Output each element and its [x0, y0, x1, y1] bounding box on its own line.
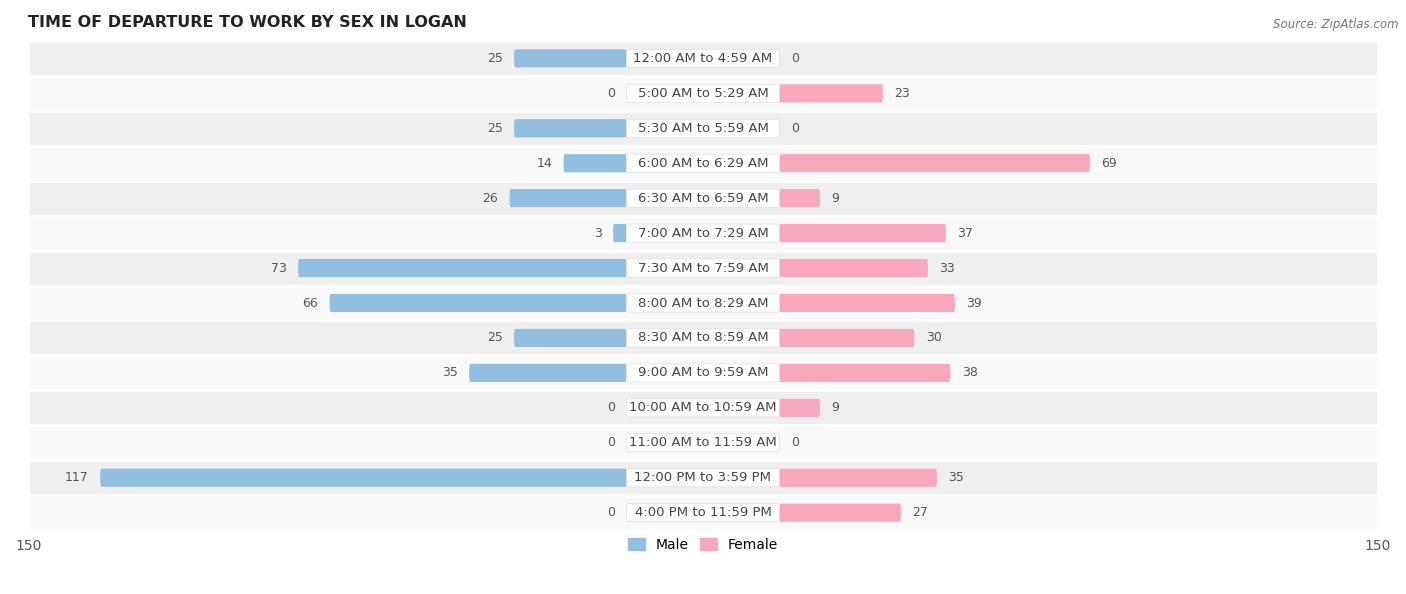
Text: 38: 38: [962, 366, 977, 380]
Text: 5:30 AM to 5:59 AM: 5:30 AM to 5:59 AM: [637, 122, 769, 135]
Text: 35: 35: [948, 471, 965, 484]
Text: 37: 37: [957, 226, 973, 239]
Text: 4:00 PM to 11:59 PM: 4:00 PM to 11:59 PM: [634, 506, 772, 519]
Bar: [28, 251, 1378, 286]
Legend: Male, Female: Male, Female: [623, 532, 783, 558]
Text: 25: 25: [486, 331, 503, 345]
Text: 6:30 AM to 6:59 AM: 6:30 AM to 6:59 AM: [638, 192, 768, 205]
Text: 10:00 AM to 10:59 AM: 10:00 AM to 10:59 AM: [630, 402, 776, 415]
Bar: [28, 355, 1378, 390]
Text: 117: 117: [65, 471, 89, 484]
Bar: [28, 425, 1378, 460]
FancyBboxPatch shape: [515, 329, 627, 347]
Text: 66: 66: [302, 296, 318, 309]
Text: 26: 26: [482, 192, 498, 205]
FancyBboxPatch shape: [627, 504, 779, 522]
Bar: [28, 41, 1378, 76]
Text: 5:00 AM to 5:29 AM: 5:00 AM to 5:29 AM: [638, 87, 768, 100]
Text: 35: 35: [441, 366, 458, 380]
FancyBboxPatch shape: [627, 84, 779, 102]
FancyBboxPatch shape: [779, 154, 1090, 172]
FancyBboxPatch shape: [470, 364, 627, 382]
Text: 9: 9: [831, 402, 839, 415]
Bar: [28, 146, 1378, 181]
FancyBboxPatch shape: [627, 469, 779, 487]
Text: 0: 0: [607, 437, 616, 449]
FancyBboxPatch shape: [627, 154, 779, 172]
Text: 3: 3: [593, 226, 602, 239]
Text: 11:00 AM to 11:59 AM: 11:00 AM to 11:59 AM: [628, 437, 778, 449]
Text: 9:00 AM to 9:59 AM: 9:00 AM to 9:59 AM: [638, 366, 768, 380]
FancyBboxPatch shape: [613, 224, 627, 242]
Text: 7:00 AM to 7:29 AM: 7:00 AM to 7:29 AM: [638, 226, 768, 239]
FancyBboxPatch shape: [779, 329, 914, 347]
Bar: [28, 216, 1378, 251]
Text: Source: ZipAtlas.com: Source: ZipAtlas.com: [1274, 18, 1399, 31]
Bar: [28, 460, 1378, 495]
Bar: [28, 181, 1378, 216]
Text: 12:00 PM to 3:59 PM: 12:00 PM to 3:59 PM: [634, 471, 772, 484]
FancyBboxPatch shape: [779, 469, 936, 487]
Text: 39: 39: [966, 296, 981, 309]
Text: 0: 0: [790, 437, 799, 449]
Bar: [28, 76, 1378, 111]
FancyBboxPatch shape: [627, 224, 779, 242]
Text: 0: 0: [607, 402, 616, 415]
FancyBboxPatch shape: [779, 259, 928, 277]
FancyBboxPatch shape: [627, 189, 779, 207]
FancyBboxPatch shape: [627, 259, 779, 277]
Bar: [28, 321, 1378, 355]
Bar: [28, 286, 1378, 321]
Text: 14: 14: [537, 157, 553, 170]
Bar: [28, 495, 1378, 530]
Text: 7:30 AM to 7:59 AM: 7:30 AM to 7:59 AM: [637, 261, 769, 274]
FancyBboxPatch shape: [779, 224, 946, 242]
FancyBboxPatch shape: [515, 119, 627, 137]
FancyBboxPatch shape: [564, 154, 627, 172]
Text: 69: 69: [1101, 157, 1116, 170]
FancyBboxPatch shape: [779, 364, 950, 382]
Text: 12:00 AM to 4:59 AM: 12:00 AM to 4:59 AM: [634, 52, 772, 65]
Text: 73: 73: [271, 261, 287, 274]
Text: 25: 25: [486, 122, 503, 135]
FancyBboxPatch shape: [515, 49, 627, 68]
Text: 0: 0: [607, 506, 616, 519]
Text: 23: 23: [894, 87, 910, 100]
FancyBboxPatch shape: [298, 259, 627, 277]
FancyBboxPatch shape: [627, 294, 779, 312]
Text: 9: 9: [831, 192, 839, 205]
Text: 25: 25: [486, 52, 503, 65]
FancyBboxPatch shape: [627, 329, 779, 347]
Text: 0: 0: [790, 52, 799, 65]
FancyBboxPatch shape: [627, 434, 779, 452]
Text: TIME OF DEPARTURE TO WORK BY SEX IN LOGAN: TIME OF DEPARTURE TO WORK BY SEX IN LOGA…: [28, 15, 467, 30]
Text: 8:00 AM to 8:29 AM: 8:00 AM to 8:29 AM: [638, 296, 768, 309]
FancyBboxPatch shape: [627, 49, 779, 68]
FancyBboxPatch shape: [329, 294, 627, 312]
FancyBboxPatch shape: [779, 399, 820, 417]
Text: 8:30 AM to 8:59 AM: 8:30 AM to 8:59 AM: [638, 331, 768, 345]
Text: 6:00 AM to 6:29 AM: 6:00 AM to 6:29 AM: [638, 157, 768, 170]
Text: 0: 0: [607, 87, 616, 100]
FancyBboxPatch shape: [509, 189, 627, 207]
FancyBboxPatch shape: [779, 504, 901, 522]
Text: 30: 30: [925, 331, 942, 345]
Text: 33: 33: [939, 261, 955, 274]
FancyBboxPatch shape: [627, 399, 779, 417]
FancyBboxPatch shape: [100, 469, 627, 487]
FancyBboxPatch shape: [779, 84, 883, 102]
FancyBboxPatch shape: [779, 294, 955, 312]
Text: 27: 27: [912, 506, 928, 519]
FancyBboxPatch shape: [627, 364, 779, 382]
Bar: [28, 111, 1378, 146]
Text: 0: 0: [790, 122, 799, 135]
FancyBboxPatch shape: [627, 119, 779, 137]
Bar: [28, 390, 1378, 425]
FancyBboxPatch shape: [779, 189, 820, 207]
